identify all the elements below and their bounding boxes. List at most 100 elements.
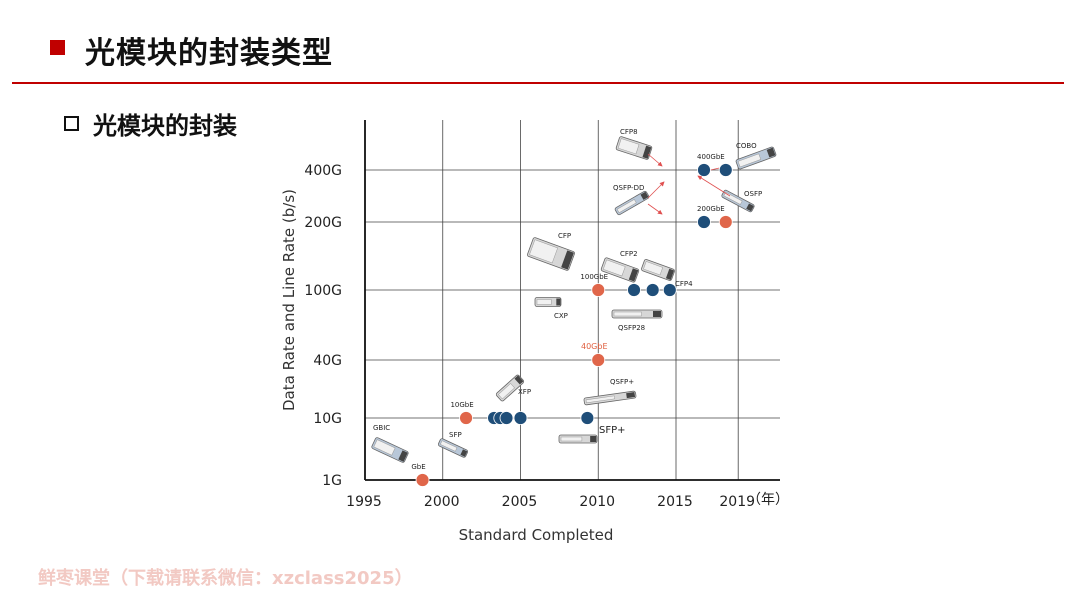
blue-point	[662, 283, 677, 297]
blue-point	[697, 163, 711, 177]
upgrade-arrow	[647, 153, 663, 167]
module-label-qsfp28: QSFP28	[618, 324, 645, 332]
sfp-plus-picture	[558, 434, 598, 444]
module-connector	[653, 311, 661, 317]
module-label-area	[737, 153, 762, 168]
module-label-cobo: COBO	[736, 142, 757, 150]
module-connector	[514, 375, 524, 385]
module-connector	[640, 191, 649, 200]
module-connector	[642, 145, 652, 159]
section-heading: 光模块的封装	[93, 112, 237, 140]
blue-point	[499, 411, 514, 425]
module-connector	[556, 298, 561, 306]
annotation-gbe: GbE	[411, 463, 425, 471]
module-label-cfp: CFP	[558, 232, 571, 240]
blue-point	[627, 283, 641, 297]
module-label-area	[617, 138, 640, 155]
module-label-cxp: CXP	[554, 312, 568, 320]
module-connector	[766, 147, 776, 158]
module-label-area	[529, 239, 559, 264]
x-axis-title: Standard Completed	[459, 526, 614, 544]
chart-grid	[365, 120, 780, 480]
module-label-qsfp-: QSFP+	[610, 378, 634, 386]
module-connector	[628, 268, 639, 282]
module-label-cfp4: CFP4	[675, 280, 693, 288]
module-label-area	[616, 199, 637, 214]
upgrade-arrow	[697, 175, 731, 197]
y-tick-label: 1G	[322, 473, 342, 489]
qsfp28-picture	[611, 309, 663, 319]
y-tick-label: 40G	[313, 353, 342, 369]
module-label-area	[643, 261, 664, 276]
form-factor-chart: 1G 10G 40G 100G 200G 400G 1995 2000 2005 2010 2015…	[280, 120, 789, 544]
module-label-cfp2: CFP2	[620, 250, 638, 258]
upgrade-arrow	[647, 181, 665, 199]
module-label-osfp: OSFP	[744, 190, 762, 198]
module-connector	[460, 449, 468, 457]
y-tick-label: 10G	[313, 411, 342, 427]
cobo-picture	[735, 146, 777, 170]
module-label-area	[585, 395, 616, 404]
orange-point	[718, 215, 733, 229]
blue-point	[718, 163, 733, 177]
module-connector	[626, 392, 636, 399]
data-points	[415, 163, 733, 487]
module-connector	[590, 436, 597, 442]
module-label-qsfp-dd: QSFP-DD	[613, 184, 644, 192]
annotation-200gbe: 200GbE	[697, 205, 725, 213]
x-tick-label: 2005	[502, 494, 538, 510]
x-tick-label: 2015	[657, 494, 693, 510]
upgrade-arrow	[647, 203, 663, 215]
module-label-sfp-: SFP+	[599, 425, 626, 436]
blue-point	[645, 283, 660, 297]
title-marker	[50, 40, 65, 55]
x-tick-label: 2010	[579, 494, 615, 510]
qsfp-plus-picture	[583, 390, 637, 406]
slide-title: 光模块的封装类型	[85, 36, 333, 71]
module-connector	[561, 250, 574, 270]
module-label-area	[440, 440, 458, 452]
orange-point	[459, 411, 473, 425]
y-tick-label: 200G	[304, 215, 342, 231]
module-label-gbic: GBIC	[373, 424, 390, 432]
annotation-100gbe: 100GbE	[580, 273, 608, 281]
x-tick-label: 2000	[424, 494, 460, 510]
module-label-area	[560, 436, 583, 442]
module-label-area	[613, 311, 642, 317]
module-pictures	[371, 136, 777, 463]
orange-point	[591, 283, 606, 297]
xfp-picture	[495, 374, 525, 402]
y-tick-label: 100G	[304, 283, 342, 299]
blue-point	[697, 215, 711, 229]
title-divider	[12, 82, 1064, 84]
blue-point	[580, 411, 595, 425]
orange-point	[415, 473, 430, 487]
module-label-area	[536, 299, 552, 305]
module-label-sfp: SFP	[449, 431, 462, 439]
annotation-400gbe: 400GbE	[697, 153, 725, 161]
module-label-area	[497, 383, 515, 400]
module-label-cfp8: CFP8	[620, 128, 638, 136]
gbic-picture	[371, 437, 409, 463]
bullet-square-icon	[64, 116, 79, 131]
cxp-picture	[534, 297, 562, 307]
sfp-picture	[437, 438, 469, 458]
module-connector	[746, 203, 754, 212]
qsfp-dd-picture	[614, 190, 650, 216]
y-tick-label: 400G	[304, 163, 342, 179]
x-tick-label: 2019	[719, 494, 755, 510]
module-connector	[665, 268, 675, 280]
cfp2-picture	[600, 257, 640, 283]
chart-axes: 1G 10G 40G 100G 200G 400G 1995 2000 2005 2010 2015…	[280, 120, 789, 544]
orange-point	[591, 353, 606, 367]
x-unit-label: （年）	[747, 492, 789, 508]
module-label-xfp: XFP	[518, 388, 531, 396]
blue-point	[513, 411, 528, 425]
module-connector	[398, 450, 408, 462]
cfp8-picture	[615, 136, 653, 160]
watermark: 鲜枣课堂（下载请联系微信：xzclass2025）	[38, 568, 413, 589]
chart-labels: GBIC SFP XFP SFP+ QSFP+ CFP CXP CFP2 CFP4 QSFP28 C…	[373, 128, 762, 471]
annotation-40gbe: 40GbE	[581, 342, 608, 351]
cfp4-picture	[641, 259, 675, 281]
